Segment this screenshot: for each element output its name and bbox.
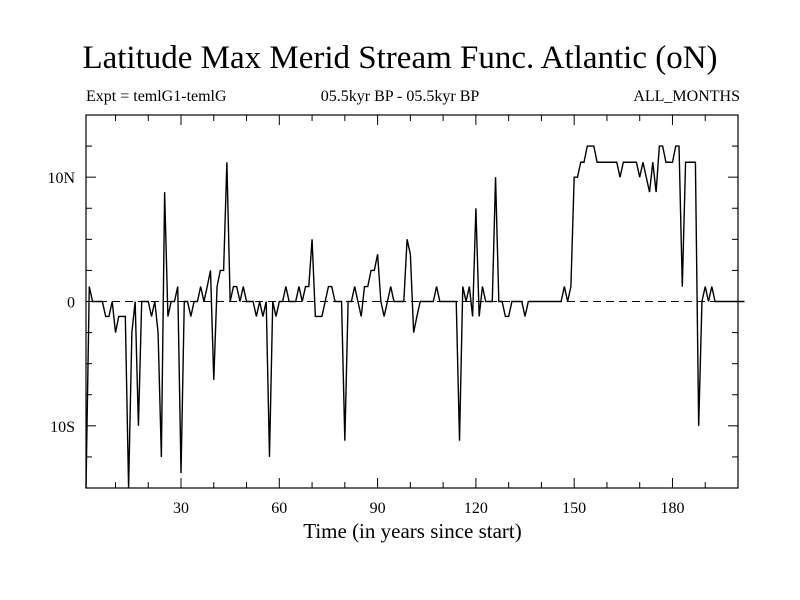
experiment-label: Expt = temlG1-temlG <box>86 88 227 105</box>
tick-labels: 30 60 90 120 150 180 10S 0 10N <box>47 170 684 517</box>
period-label: 05.5kyr BP - 05.5kyr BP <box>320 88 480 105</box>
series-line <box>85 145 745 489</box>
series-lines <box>85 145 745 489</box>
y-tick-label: 10S <box>50 419 75 436</box>
x-tick-label: 30 <box>173 500 189 517</box>
x-tick-label: 150 <box>562 500 586 517</box>
chart-title: Latitude Max Merid Stream Func. Atlantic… <box>82 40 718 76</box>
axis-ticks <box>86 114 738 489</box>
x-tick-label: 60 <box>271 500 287 517</box>
x-tick-label: 120 <box>464 500 488 517</box>
y-tick-label: 0 <box>67 295 75 312</box>
y-tick-label: 10N <box>47 170 75 187</box>
months-label: ALL_MONTHS <box>633 88 740 105</box>
x-axis-label: Time (in years since start) <box>303 519 522 543</box>
x-tick-label: 90 <box>370 500 386 517</box>
plot-frame <box>85 114 739 489</box>
x-tick-label: 180 <box>660 500 684 517</box>
